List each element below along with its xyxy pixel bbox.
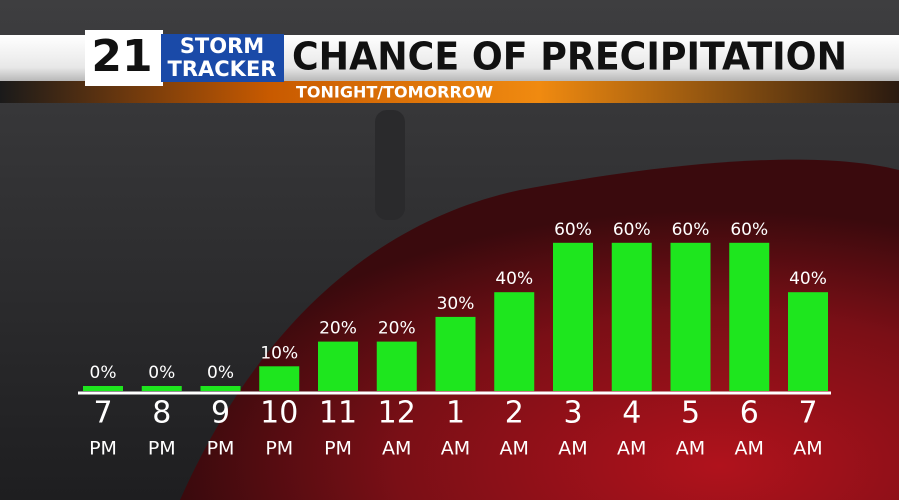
x-tick-sublabel: AM: [382, 438, 411, 460]
x-tick-sublabel: PM: [89, 438, 117, 460]
bar: [611, 242, 652, 391]
x-tick-sublabel: PM: [324, 438, 352, 460]
value-label: 0%: [90, 363, 117, 383]
bar: [788, 292, 828, 391]
value-label: 30%: [437, 294, 475, 314]
x-tick-label: 4: [622, 396, 641, 431]
bar: [200, 386, 241, 391]
chart-title: CHANCE OF PRECIPITATION: [292, 35, 847, 79]
logo-line: TRACKER: [168, 57, 277, 81]
bar: [494, 292, 535, 391]
value-label: 40%: [789, 269, 827, 289]
x-tick-label: 11: [319, 396, 357, 431]
bar: [141, 386, 182, 391]
value-label: 60%: [730, 220, 768, 240]
x-tick-label: 1: [446, 396, 465, 431]
bar: [83, 386, 123, 391]
value-label: 60%: [613, 220, 651, 240]
x-tick-label: 8: [152, 396, 171, 431]
x-tick-sublabel: AM: [500, 438, 529, 460]
bar: [553, 242, 593, 391]
x-tick-label: 9: [211, 396, 230, 431]
bar: [670, 242, 711, 391]
value-label: 40%: [495, 269, 533, 289]
logo-line: STORM: [180, 34, 264, 58]
umbrella: [180, 159, 899, 500]
value-label: 20%: [319, 319, 357, 339]
x-tick-sublabel: AM: [676, 438, 705, 460]
umbrella-tip: [375, 110, 405, 220]
subtitle-band: [0, 81, 899, 103]
x-tick-label: 12: [378, 396, 416, 431]
value-label: 0%: [148, 363, 175, 383]
x-tick-sublabel: PM: [148, 438, 176, 460]
x-tick-sublabel: AM: [793, 438, 822, 460]
bar: [435, 316, 476, 391]
bar: [729, 242, 770, 391]
x-tick-label: 6: [740, 396, 759, 431]
logo-panel: [161, 34, 284, 82]
value-label: 60%: [554, 220, 592, 240]
x-tick-label: 10: [260, 396, 298, 431]
bar: [259, 366, 300, 391]
x-tick-label: 3: [563, 396, 582, 431]
x-tick-sublabel: PM: [265, 438, 293, 460]
x-tick-label: 7: [93, 396, 112, 431]
x-tick-label: 5: [681, 396, 700, 431]
value-label: 60%: [672, 220, 710, 240]
logo-box: [85, 30, 163, 86]
x-tick-sublabel: PM: [207, 438, 235, 460]
value-label: 20%: [378, 319, 416, 339]
bar: [318, 341, 358, 391]
value-label: 0%: [207, 363, 234, 383]
logo-number: 21: [91, 31, 152, 82]
x-tick-label: 7: [798, 396, 817, 431]
chart-subtitle: TONIGHT/TOMORROW: [296, 83, 493, 102]
x-tick-sublabel: AM: [735, 438, 764, 460]
x-tick-label: 2: [505, 396, 524, 431]
x-tick-sublabel: AM: [441, 438, 470, 460]
x-tick-sublabel: AM: [617, 438, 646, 460]
bar: [376, 341, 417, 391]
value-label: 10%: [260, 343, 298, 363]
x-tick-sublabel: AM: [558, 438, 587, 460]
